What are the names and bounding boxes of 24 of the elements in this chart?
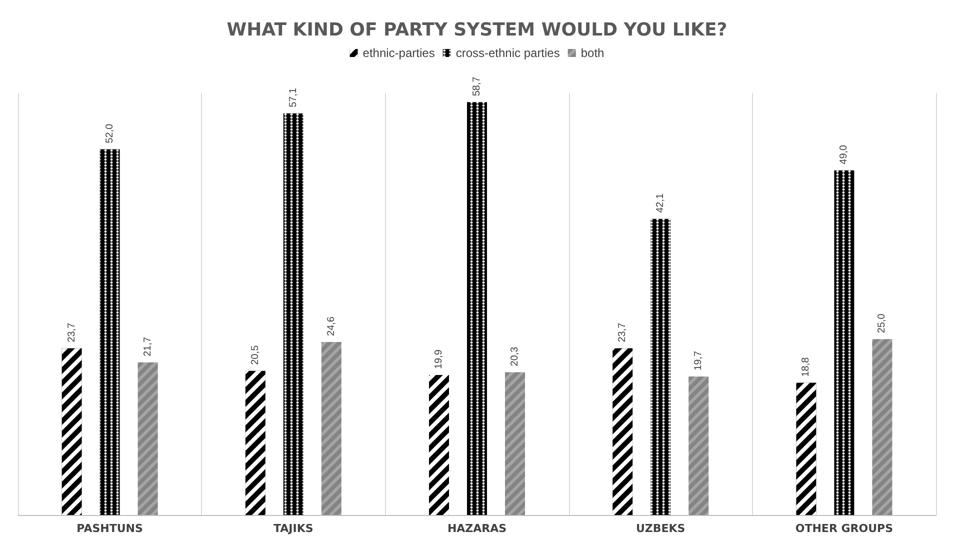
data-label: 23,7 xyxy=(66,322,78,342)
data-label: 49,0 xyxy=(838,144,850,164)
data-label: 21,7 xyxy=(142,336,154,356)
data-label: 20,3 xyxy=(510,346,520,366)
x-tick-label: TAJIKS xyxy=(274,522,314,535)
legend-label: both xyxy=(580,46,604,60)
x-tick-label: UZBEKS xyxy=(636,522,686,535)
data-label: 24,6 xyxy=(326,316,337,336)
chart-title: WHAT KIND OF PARTY SYSTEM WOULD YOU LIKE? xyxy=(226,20,728,40)
data-label: 23,7 xyxy=(617,322,628,342)
x-tick-label: OTHER GROUPS xyxy=(795,522,894,535)
x-tick-label: PASHTUNS xyxy=(76,522,144,535)
data-label: 19,7 xyxy=(693,350,704,370)
data-label: 18,8 xyxy=(800,356,812,377)
data-label: 20,5 xyxy=(250,344,261,365)
data-label: 57,1 xyxy=(288,87,299,108)
data-label: 42,1 xyxy=(655,192,666,213)
legend-label: cross-ethnic parties xyxy=(456,46,560,60)
legend-label: ethnic-parties xyxy=(362,46,435,60)
data-label: 52,0 xyxy=(104,123,116,144)
data-label: 25,0 xyxy=(876,313,888,334)
data-label: 58,7 xyxy=(472,76,482,96)
x-tick-label: HAZARAS xyxy=(447,522,507,535)
data-label: 19,9 xyxy=(434,349,444,370)
